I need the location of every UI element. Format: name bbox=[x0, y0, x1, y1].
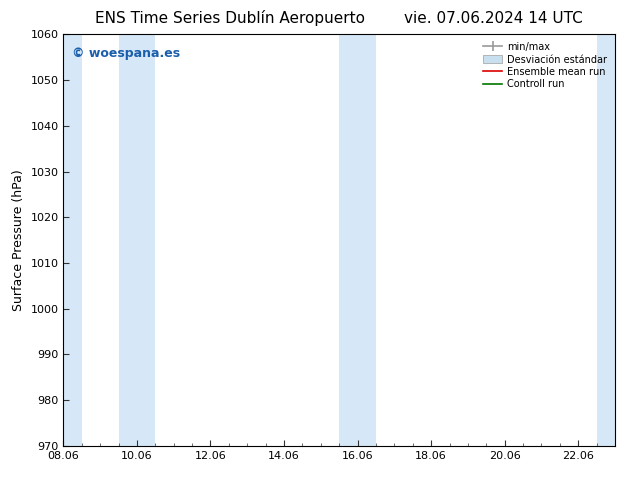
Legend: min/max, Desviación estándar, Ensemble mean run, Controll run: min/max, Desviación estándar, Ensemble m… bbox=[480, 39, 610, 92]
Title: ENS Time Series Dublín Aeropuerto        vie. 07.06.2024 14 UTC: ENS Time Series Dublín Aeropuerto vie. 0… bbox=[95, 10, 583, 26]
Bar bbox=[597, 34, 615, 446]
Y-axis label: Surface Pressure (hPa): Surface Pressure (hPa) bbox=[12, 169, 25, 311]
Text: © woespana.es: © woespana.es bbox=[72, 47, 180, 60]
Bar bbox=[119, 34, 155, 446]
Bar bbox=[63, 34, 82, 446]
Bar bbox=[339, 34, 376, 446]
